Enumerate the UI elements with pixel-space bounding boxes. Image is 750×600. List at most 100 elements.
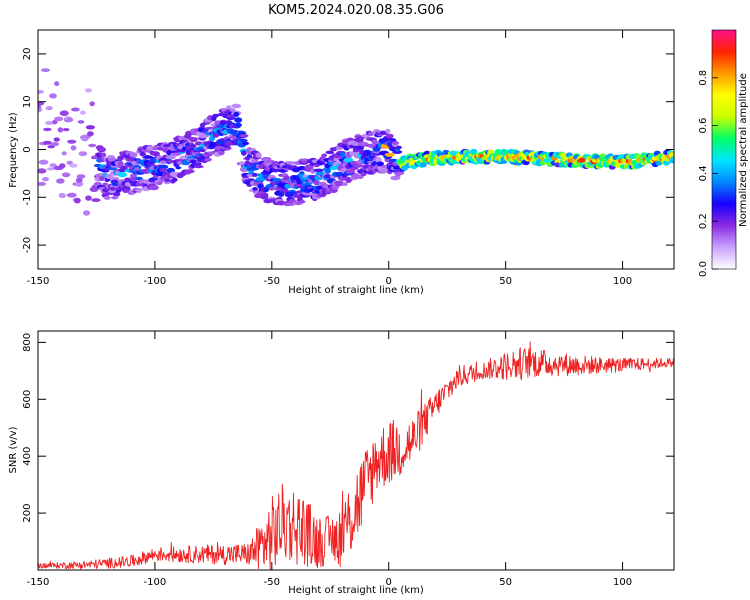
spectrogram-cell bbox=[38, 181, 47, 186]
spectrogram-cell bbox=[46, 167, 56, 171]
spectrogram-cell bbox=[384, 152, 395, 157]
spectrogram-cell bbox=[392, 141, 399, 145]
spectrogram-cell bbox=[66, 117, 74, 123]
spectrogram-cell bbox=[396, 145, 402, 150]
spectrogram-cell bbox=[255, 152, 262, 158]
colorbar: 0.0 0.2 0.4 0.6 0.8 Normalized spectral ampl… bbox=[698, 29, 749, 277]
spectrogram-cell bbox=[70, 145, 77, 151]
spectrogram-cell bbox=[190, 144, 197, 148]
spectrogram-cell bbox=[78, 151, 88, 157]
spectrogram-cell bbox=[389, 158, 398, 162]
x-tick-label: -50 bbox=[264, 276, 280, 287]
spectrogram-cell bbox=[103, 195, 111, 200]
y-tick-label: 20 bbox=[22, 48, 33, 61]
y-tick-label: -10 bbox=[22, 189, 33, 205]
spectrogram-cell bbox=[159, 168, 168, 173]
spectrogram-cell bbox=[84, 88, 93, 93]
spectrogram-cell bbox=[212, 113, 219, 118]
spectrogram-cell bbox=[362, 151, 372, 157]
spectrogram-cell bbox=[355, 174, 364, 180]
y-tick-label: 200 bbox=[22, 504, 33, 523]
spectrogram-cell bbox=[204, 157, 212, 162]
spectrogram-cell bbox=[97, 147, 106, 152]
spectrogram-cell bbox=[393, 174, 401, 180]
figure-title: KOM5.2024.020.08.35.G06 bbox=[268, 3, 444, 18]
spectrogram-cell bbox=[313, 168, 324, 173]
spectrogram-cell bbox=[578, 157, 586, 163]
spectrogram-cell bbox=[355, 145, 365, 151]
spectrogram-cell bbox=[351, 142, 361, 146]
spectrogram-cell bbox=[38, 168, 47, 174]
spectrogram-x-ticks: -150 -100 -50 0 50 100 bbox=[27, 30, 632, 287]
spectrogram-marks bbox=[38, 68, 674, 216]
spectrogram-cell bbox=[134, 167, 140, 171]
x-tick-label: -100 bbox=[144, 577, 167, 588]
spectrogram-cell bbox=[38, 101, 45, 106]
spectrogram-cell bbox=[212, 132, 220, 138]
spectrogram-cell bbox=[385, 128, 391, 134]
spectrogram-cell bbox=[112, 192, 121, 197]
spectrogram-cell bbox=[199, 148, 207, 153]
spectrogram-cell bbox=[184, 169, 195, 174]
spectrogram-cell bbox=[171, 152, 182, 156]
x-tick-label: 0 bbox=[386, 577, 392, 588]
spectrogram-cell bbox=[49, 93, 57, 99]
spectrogram-cell bbox=[54, 116, 64, 122]
spectrogram-cell bbox=[239, 134, 249, 138]
spectrogram-cell bbox=[42, 140, 53, 145]
spectrogram-x-label: Height of straight line (km) bbox=[288, 285, 424, 296]
spectrogram-cell bbox=[470, 148, 478, 154]
spectrogram-cell bbox=[655, 160, 663, 166]
x-tick-label: 0 bbox=[386, 276, 392, 287]
spectrogram-cell bbox=[52, 119, 58, 125]
snr-panel: -150 -100 -50 0 50 100 200 400 600 800 Height of… bbox=[8, 330, 675, 596]
spectrogram-cell bbox=[189, 138, 198, 143]
snr-y-label: SNR (v/v) bbox=[8, 426, 19, 473]
snr-y-ticks: 200 400 600 800 bbox=[22, 333, 674, 523]
spectrogram-cell bbox=[260, 194, 269, 200]
spectrogram-cell bbox=[670, 156, 674, 162]
spectrogram-cell bbox=[61, 151, 67, 156]
spectrogram-cell bbox=[341, 182, 348, 187]
spectrogram-cell bbox=[43, 127, 52, 132]
x-tick-label: -150 bbox=[27, 276, 50, 287]
spectrogram-cell bbox=[385, 133, 394, 139]
y-tick-label: -20 bbox=[22, 237, 33, 253]
spectrogram-cell bbox=[234, 122, 242, 128]
spectrogram-cell bbox=[75, 177, 83, 183]
spectrogram-cell bbox=[75, 181, 84, 187]
spectrogram-cell bbox=[217, 150, 225, 156]
spectrogram-cell bbox=[252, 172, 258, 177]
spectrogram-cell bbox=[242, 141, 250, 146]
spectrogram-cell bbox=[156, 181, 163, 185]
colorbar-tick-label: 0.8 bbox=[698, 70, 709, 86]
y-tick-label: 0 bbox=[22, 146, 33, 152]
spectrogram-cell bbox=[130, 176, 137, 182]
colorbar-tick-label: 0.0 bbox=[698, 261, 709, 277]
spectrogram-cell bbox=[136, 188, 142, 194]
x-tick-label: 50 bbox=[499, 577, 512, 588]
spectrogram-cell bbox=[335, 146, 343, 151]
spectrogram-cell bbox=[298, 200, 306, 204]
spectrogram-cell bbox=[371, 139, 378, 145]
colorbar-frame bbox=[711, 29, 737, 270]
spectrogram-cell bbox=[375, 157, 382, 163]
spectrogram-cell bbox=[325, 150, 335, 155]
colorbar-ticks: 0.0 0.2 0.4 0.6 0.8 bbox=[698, 70, 718, 277]
spectrogram-cell bbox=[239, 138, 248, 143]
spectrogram-cell bbox=[234, 117, 243, 123]
spectrogram-cell bbox=[41, 68, 50, 72]
spectrogram-cell bbox=[66, 192, 77, 198]
spectrogram-cell bbox=[122, 189, 130, 193]
spectrogram-cell bbox=[324, 168, 331, 174]
spectrogram-cell bbox=[49, 163, 57, 168]
spectrogram-cell bbox=[263, 187, 270, 193]
spectrogram-cell bbox=[340, 152, 346, 158]
spectrogram-cell bbox=[241, 150, 247, 156]
spectrogram-cell bbox=[392, 150, 403, 154]
spectrogram-cell bbox=[304, 164, 314, 170]
spectrogram-cell bbox=[285, 161, 296, 165]
y-tick-label: 10 bbox=[22, 95, 33, 108]
spectrogram-cell bbox=[166, 167, 175, 173]
spectrogram-cell bbox=[38, 89, 44, 94]
